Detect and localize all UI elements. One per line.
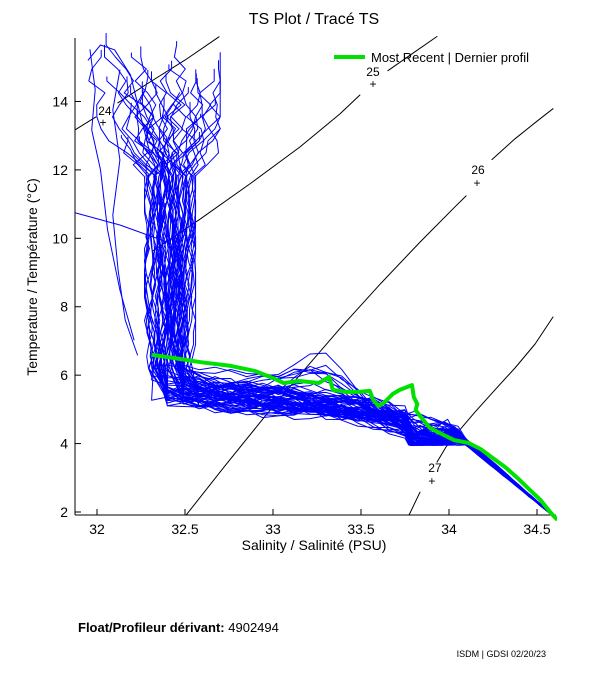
historic-profile-line	[139, 69, 555, 518]
historic-profile-line	[175, 98, 555, 518]
historic-profile-line	[155, 83, 555, 518]
historic-profile-line	[87, 44, 151, 154]
historic-profile-line	[173, 69, 555, 518]
y-tick-label: 8	[60, 299, 68, 315]
historic-profile-line	[171, 73, 555, 518]
historic-profile-line	[151, 216, 555, 518]
historic-profile-line	[168, 64, 556, 518]
y-tick-label: 2	[60, 504, 68, 520]
historic-profile-line	[162, 163, 556, 518]
contour-label-anchor-27: +	[428, 474, 435, 488]
historic-profile-line	[112, 69, 138, 356]
y-tick-label: 12	[52, 162, 68, 178]
historic-profile-line	[145, 41, 555, 518]
historic-profile-line	[132, 136, 556, 518]
legend-label: Most Recent | Dernier profil	[371, 50, 529, 65]
y-axis-label: Temperature / Température (°C)	[24, 178, 40, 376]
contour-label-24: 24	[98, 104, 112, 118]
historic-profile-line	[176, 127, 556, 518]
float-id-label: Float/Profileur dérivant:	[78, 620, 225, 635]
historic-profile-line	[134, 81, 557, 518]
historic-profile-line	[153, 114, 556, 518]
historic-profile-line	[161, 73, 556, 518]
contour-label-27: 27	[428, 461, 442, 475]
y-tick-label: 14	[52, 93, 68, 109]
historic-profile-line	[89, 49, 135, 341]
historic-profile-line	[159, 68, 555, 518]
historic-profile-line	[147, 151, 556, 518]
isopycnal-contour-27	[408, 491, 421, 516]
isopycnal-contour-26	[491, 108, 554, 161]
contour-label-anchor-26: +	[473, 176, 480, 190]
historic-profile-line	[176, 113, 555, 518]
historic-profile-line	[165, 87, 555, 518]
most-recent-profile-line	[151, 353, 557, 521]
float-id-line: Float/Profileur dérivant: 4902494	[78, 616, 322, 639]
historic-profile-line	[165, 217, 555, 518]
legend: Most Recent | Dernier profil	[334, 50, 529, 65]
x-tick-label: 32	[89, 521, 105, 537]
historic-profile-line	[165, 60, 555, 518]
historic-profiles	[75, 32, 557, 518]
historic-profile-line	[131, 151, 556, 518]
historic-profile-line	[142, 96, 557, 518]
x-tick-label: 33.5	[347, 521, 374, 537]
most-recent-profile	[151, 353, 557, 521]
historic-profile-line	[179, 76, 556, 518]
chart-title: TS Plot / Tracé TS	[249, 11, 379, 28]
issuer-watermark: ISDM | GDSI 02/20/23	[456, 649, 546, 659]
y-tick-label: 4	[60, 436, 68, 452]
x-tick-label: 34	[441, 521, 457, 537]
historic-profile-line	[173, 103, 555, 518]
float-id-value: 4902494	[228, 620, 279, 635]
isopycnal-contour-25	[387, 36, 438, 72]
contour-label-25: 25	[366, 65, 380, 79]
x-tick-label: 32.5	[171, 521, 198, 537]
historic-profile-line	[112, 76, 555, 518]
x-axis-label: Salinity / Salinité (PSU)	[242, 537, 387, 553]
x-tick-label: 34.5	[523, 521, 550, 537]
x-tick-label: 33	[265, 521, 281, 537]
isopycnal-contour-24	[117, 36, 220, 104]
historic-profile-line	[178, 52, 556, 518]
isopycnal-contour-26	[185, 195, 467, 516]
y-tick-label: 10	[52, 230, 68, 246]
y-tick-label: 6	[60, 367, 68, 383]
footer-info: Float/Profileur dérivant: 4902494 Period…	[78, 570, 322, 675]
contour-label-anchor-24: +	[99, 116, 106, 130]
historic-profile-line	[134, 46, 555, 518]
contour-label-anchor-25: +	[369, 77, 376, 91]
contour-label-26: 26	[471, 163, 485, 177]
historic-profile-line	[182, 101, 555, 518]
historic-profile-line	[164, 202, 555, 518]
isopycnal-contour-labels: 24+25+26+27+	[98, 65, 485, 488]
historic-profile-line	[151, 71, 556, 518]
